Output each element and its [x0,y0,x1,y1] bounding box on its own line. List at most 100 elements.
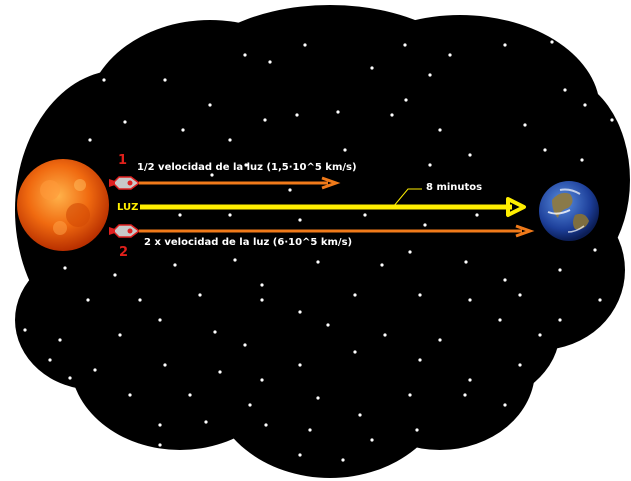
star [23,328,27,332]
star [343,148,347,152]
star [358,413,362,417]
star [288,188,292,192]
star [563,88,567,92]
star [128,393,132,397]
star [326,323,330,327]
ship-1-arrow [139,176,341,190]
star [404,98,408,102]
star [518,293,522,297]
sun-icon [17,159,109,251]
star [390,113,394,117]
star [468,153,472,157]
star [370,66,374,70]
star [353,350,357,354]
star [498,318,502,322]
star [418,358,422,362]
star [138,298,142,302]
star [298,218,302,222]
star [260,283,264,287]
star [93,368,97,372]
ship-1-number: 1 [118,153,128,168]
star [558,318,562,322]
star [243,343,247,347]
travel-time-leader [392,188,422,208]
star [188,393,192,397]
star [264,423,268,427]
star [464,260,468,264]
star [102,78,106,82]
star [408,393,412,397]
star [295,113,299,117]
star [448,53,452,57]
star [233,258,237,262]
star [86,298,90,302]
ship-2-number: 2 [119,245,129,260]
star [118,333,122,337]
star [158,423,162,427]
star [475,213,479,217]
star [543,148,547,152]
star [583,103,587,107]
star [598,298,602,302]
star [523,123,527,127]
star [260,298,264,302]
star [308,428,312,432]
star [353,293,357,297]
star [260,378,264,382]
star [428,73,432,77]
star [610,118,614,122]
star [228,213,232,217]
star [415,428,419,432]
star [228,448,232,452]
light-label: LUZ [117,202,139,213]
star [468,378,472,382]
star [558,268,562,272]
star [428,163,432,167]
star [580,158,584,162]
star [408,250,412,254]
star [208,103,212,107]
star [341,458,345,462]
star [316,260,320,264]
star [58,338,62,342]
star [518,363,522,367]
star [228,138,232,142]
star [88,138,92,142]
star [463,393,467,397]
star [316,396,320,400]
star [158,318,162,322]
star [268,60,272,64]
star [503,403,507,407]
star [418,293,422,297]
star [363,213,367,217]
star [438,128,442,132]
star [298,310,302,314]
ship-1-speed-label: 1/2 velocidad de la luz (1,5·10^5 km/s) [137,162,357,173]
star [163,363,167,367]
star [403,43,407,47]
star [298,453,302,457]
star [336,110,340,114]
star [48,358,52,362]
star [218,370,222,374]
star [158,443,162,447]
ship-2-arrow [139,224,535,238]
star [380,263,384,267]
star [370,438,374,442]
stars [23,40,614,462]
ship-2-speed-label: 2 x velocidad de la luz (6·10^5 km/s) [144,237,353,248]
star [550,40,554,44]
star [198,293,202,297]
star [248,403,252,407]
star [593,248,597,252]
travel-time-label: 8 minutos [426,182,483,193]
star [538,333,542,337]
star [213,330,217,334]
star [503,43,507,47]
star [210,173,214,177]
star [263,118,267,122]
star [173,263,177,267]
star [303,43,307,47]
star [113,273,117,277]
